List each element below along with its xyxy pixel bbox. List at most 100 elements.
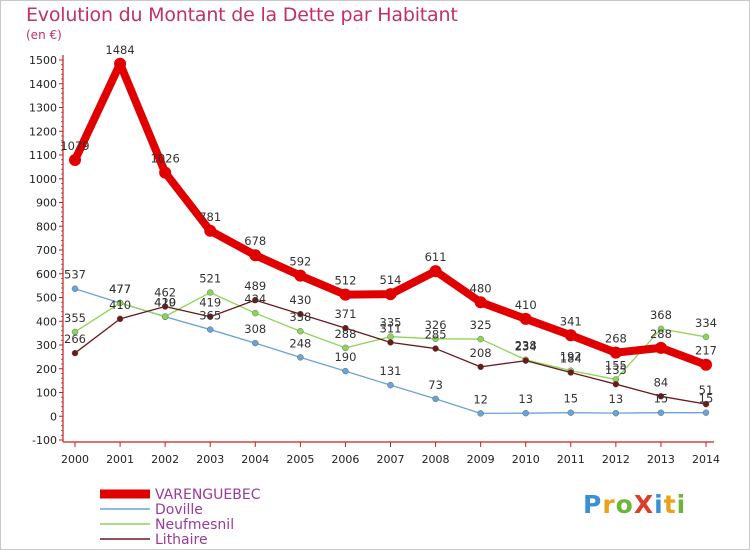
data-label: 358 — [289, 310, 311, 324]
data-point — [384, 288, 397, 301]
data-point — [204, 224, 217, 237]
data-label: 371 — [334, 307, 356, 321]
data-label: 285 — [425, 328, 447, 342]
x-tick-label: 2014 — [692, 453, 720, 466]
data-point — [477, 363, 484, 371]
data-label: 419 — [199, 296, 221, 310]
data-point — [342, 324, 349, 332]
data-label: 217 — [695, 344, 717, 358]
y-tick-label: 1300 — [29, 102, 57, 115]
data-label: 1079 — [60, 139, 89, 153]
data-label: 135 — [605, 363, 627, 377]
x-tick-label: 2006 — [331, 453, 359, 466]
data-label: 13 — [609, 392, 624, 406]
x-tick-label: 2010 — [512, 453, 540, 466]
data-label: 15 — [699, 392, 714, 406]
data-point — [702, 333, 710, 341]
data-point — [567, 409, 574, 416]
data-label: 489 — [244, 279, 266, 293]
data-label: 434 — [244, 292, 266, 306]
y-tick-label: -100 — [32, 434, 57, 447]
data-label: 430 — [289, 293, 311, 307]
data-point — [657, 325, 665, 333]
data-label: 192 — [560, 350, 582, 364]
data-label: 678 — [244, 234, 266, 248]
data-point — [249, 249, 262, 262]
data-point — [69, 153, 81, 166]
proxiti-logo: ProXiti — [583, 490, 687, 519]
chart-unit-label: (en €) — [26, 28, 62, 42]
data-point — [432, 395, 439, 403]
data-point — [609, 346, 622, 359]
data-point — [474, 296, 487, 309]
data-label: 334 — [695, 316, 717, 330]
data-point — [207, 313, 214, 320]
x-tick-label: 2009 — [467, 453, 495, 466]
y-tick-label: 1500 — [29, 54, 57, 67]
data-label: 12 — [473, 392, 488, 406]
data-label: 190 — [334, 350, 356, 364]
y-tick-label: 600 — [36, 268, 57, 281]
data-label: 537 — [64, 268, 86, 282]
data-point — [432, 335, 439, 343]
legend-label-neufmesnil: Neufmesnil — [155, 517, 234, 533]
x-tick-label: 2008 — [422, 453, 450, 466]
y-tick-label: 0 — [50, 410, 57, 423]
data-label: 480 — [470, 281, 492, 295]
data-point — [342, 344, 349, 352]
data-label: 781 — [199, 210, 221, 224]
data-point — [339, 288, 352, 301]
data-label: 288 — [650, 327, 672, 341]
data-point — [116, 315, 124, 323]
data-label: 308 — [244, 322, 266, 336]
data-point — [159, 166, 172, 179]
y-tick-label: 900 — [36, 197, 57, 210]
data-label: 611 — [425, 250, 447, 264]
data-label: 84 — [654, 375, 669, 389]
data-label: 51 — [699, 383, 714, 397]
data-label: 268 — [605, 332, 627, 346]
data-label: 521 — [199, 272, 221, 286]
data-label: 477 — [109, 282, 131, 296]
data-label: 368 — [650, 308, 672, 322]
data-point — [297, 354, 304, 361]
data-label: 419 — [154, 296, 176, 310]
data-label: 73 — [428, 378, 443, 392]
data-point — [297, 328, 304, 335]
x-tick-label: 2004 — [241, 453, 269, 466]
data-point — [207, 326, 214, 333]
legend-label-doville: Doville — [155, 502, 203, 518]
data-point — [477, 335, 484, 343]
data-point — [116, 299, 124, 307]
data-point — [657, 393, 665, 400]
data-label: 420 — [154, 296, 176, 310]
data-label: 341 — [560, 314, 582, 328]
y-tick-label: 400 — [36, 315, 57, 328]
data-point — [700, 358, 712, 371]
data-label: 238 — [515, 339, 537, 353]
data-point — [252, 296, 259, 304]
y-tick-label: 1100 — [29, 149, 57, 162]
data-point — [477, 410, 484, 417]
data-label: 248 — [289, 336, 311, 350]
data-point — [71, 349, 79, 357]
data-point — [654, 341, 667, 354]
data-label: 365 — [199, 309, 221, 323]
data-label: 15 — [654, 392, 669, 406]
data-point — [207, 289, 214, 296]
x-tick-label: 2001 — [106, 453, 134, 466]
data-point — [432, 345, 439, 352]
x-tick-label: 2005 — [286, 453, 314, 466]
x-tick-label: 2003 — [196, 453, 224, 466]
x-tick-label: 2013 — [647, 453, 675, 466]
data-label: 1026 — [151, 152, 180, 166]
x-tick-label: 2000 — [61, 453, 89, 466]
data-label: 512 — [334, 274, 356, 288]
data-label: 592 — [289, 255, 311, 269]
data-label: 288 — [334, 327, 356, 341]
data-label: 325 — [470, 318, 492, 332]
data-label: 13 — [518, 392, 533, 406]
y-tick-label: 1000 — [29, 173, 57, 186]
x-tick-label: 2011 — [557, 453, 585, 466]
